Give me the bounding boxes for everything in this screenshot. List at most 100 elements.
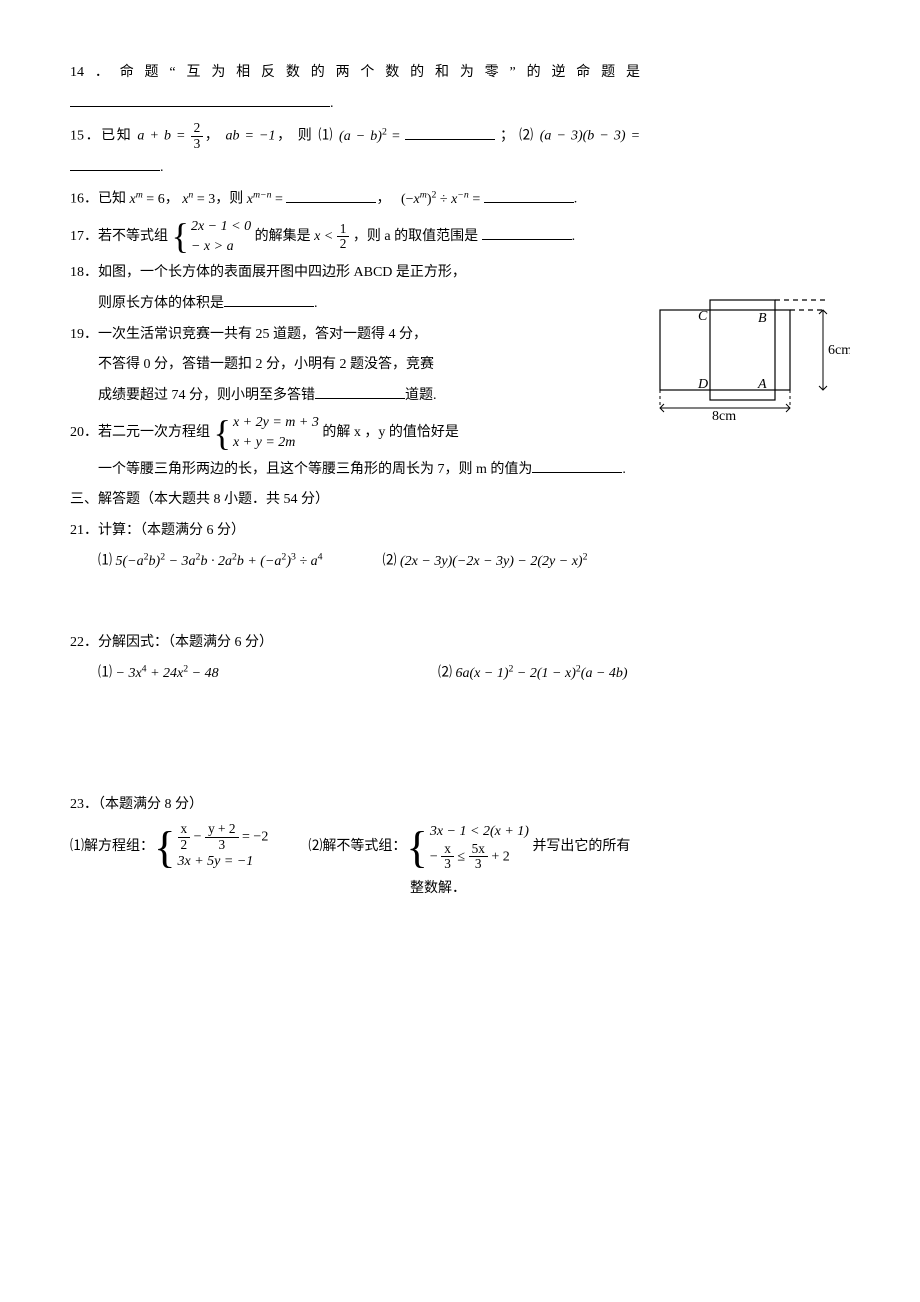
q16-c1: ，	[165, 192, 179, 207]
q16-negn: −n	[457, 189, 469, 200]
q19-blank	[315, 384, 405, 399]
q14-num: 14	[70, 65, 84, 80]
q14-line2: .	[70, 91, 850, 118]
q15-line1: 15．已知 a + b = 23， ab = −1， 则 ⑴ (a − b)2 …	[70, 121, 850, 151]
q15-blank2	[70, 156, 160, 171]
q22-p1: ⑴ − 3x4 + 24x2 − 48	[98, 660, 378, 687]
q16-paro: (−	[401, 192, 414, 207]
q16-eq2: = 3	[193, 192, 215, 207]
q16-eq1: = 6	[143, 192, 165, 207]
q16-m: m	[136, 189, 143, 200]
q23-p2-r2: − x3 ≤ 5x3 + 2	[430, 842, 529, 872]
q14-text: ．命题“互为相反数的两个数的和为零”的逆命题是	[84, 65, 640, 80]
q15-c1: ，	[203, 129, 220, 144]
q23-p2-lbl: ⑵解不等式组：	[308, 834, 406, 861]
q16-pre: ．已知	[84, 192, 130, 207]
q16-c2: ，则	[215, 192, 247, 207]
q17-r1: 2x − 1 < 0	[191, 217, 251, 237]
q15-expr1-base: (a − b)	[339, 129, 382, 144]
q19-num: 19	[70, 327, 84, 342]
q15-c2: ，	[276, 129, 293, 144]
q21-parts: ⑴ 5(−a2b)2 − 3a2b · 2a2b + (−a2)3 ÷ a4 ⑵…	[70, 548, 850, 575]
q15-absum: a + b =	[137, 129, 185, 144]
q16-blank2	[484, 188, 574, 203]
q16-c3: ，	[376, 192, 390, 207]
q15-absum-lhs: a + b =	[137, 129, 185, 144]
q16-eq4: =	[469, 192, 480, 207]
figure-cuboid-net: C B D A 6cm 8cm	[650, 290, 850, 431]
q16: 16．已知 xm = 6， xn = 3，则 xm−n = ， (−xm)2 ÷…	[70, 186, 850, 213]
q18-l2: 则原长方体的体积是	[98, 296, 224, 311]
q15-semi: ； ⑵	[500, 129, 535, 144]
q21-title: 21．计算：（本题满分 6 分）	[70, 518, 850, 545]
q23-p1-system: { x2 − y + 23 = −2 3x + 5y = −1	[154, 822, 268, 872]
q17-post: ，则 a 的取值范围是	[353, 229, 478, 244]
q20-system: { x + 2y = m + 3 x + y = 2m	[214, 413, 319, 452]
q15-pre: ．已知	[84, 129, 132, 144]
section-3-title: 三、解答题（本大题共 8 小题．共 54 分）	[70, 487, 850, 514]
q20-r1: x + 2y = m + 3	[233, 413, 319, 433]
label-D: D	[697, 377, 708, 392]
q17-system: { 2x − 1 < 0 − x > a	[172, 217, 252, 256]
q14-blank	[70, 92, 330, 107]
q21-num: 21	[70, 523, 84, 538]
q19-l3b: 道题.	[405, 388, 437, 403]
q23-title-text: ．（本题满分 8 分）	[84, 797, 203, 812]
q15-frac: 23	[191, 121, 204, 151]
q16-period: .	[574, 192, 578, 207]
q23-p2-r2-d2: 3	[469, 857, 488, 872]
q21-title-text: ．计算：（本题满分 6 分）	[84, 523, 245, 538]
q18-l1: ．如图，一个长方体的表面展开图中四边形 ABCD 是正方形，	[84, 265, 466, 280]
q19-l3a: 成绩要超过 74 分，则小明至多答错	[98, 388, 315, 403]
label-B: B	[758, 311, 767, 326]
cuboid-net-svg: C B D A 6cm 8cm	[650, 290, 850, 420]
label-8cm: 8cm	[712, 409, 736, 420]
q22-num: 22	[70, 635, 84, 650]
q23-p1-r2: 3x + 5y = −1	[178, 852, 269, 872]
q17-mid: 的解集是	[255, 229, 315, 244]
q15-expr1: (a − b)2 =	[339, 129, 400, 144]
q17-blank	[482, 225, 572, 240]
q16-num: 16	[70, 192, 84, 207]
label-C: C	[698, 309, 708, 324]
q17-xlt: x <	[314, 229, 333, 244]
q16-m2: m	[420, 189, 427, 200]
q22-parts: ⑴ − 3x4 + 24x2 − 48 ⑵ 6a(x − 1)2 − 2(1 −…	[70, 660, 850, 687]
q23-p1-r1-eq: = −2	[242, 829, 268, 844]
q23-p2-r2-n1: x	[441, 842, 454, 858]
q19-l2: 不答得 0 分，答错一题扣 2 分，小明有 2 题没答，竞赛	[98, 357, 434, 372]
label-6cm: 6cm	[828, 343, 850, 358]
q23-parts: ⑴解方程组： { x2 − y + 23 = −2 3x + 5y = −1 ⑵…	[70, 822, 850, 872]
q23-p2-tail: 并写出它的所有	[532, 834, 630, 861]
q20-line2: 一个等腰三角形两边的长，且这个等腰三角形的周长为 7，则 m 的值为.	[70, 457, 850, 484]
q20-mid: 的解 x ，y 的值恰好是	[322, 425, 459, 440]
q17-num: 17	[70, 229, 84, 244]
q23-p1-r1-n1: x	[178, 822, 191, 838]
q23-p2-r2-n2: 5x	[469, 842, 488, 858]
q17-pre: ．若不等式组	[84, 229, 168, 244]
q21-p1-lbl: ⑴	[98, 554, 112, 569]
q15-period: .	[160, 160, 164, 175]
q20-l2a: 一个等腰三角形两边的长，且这个等腰三角形的周长为 7，则 m 的值为	[98, 462, 532, 477]
q18-period: .	[314, 296, 318, 311]
q22-p2-lbl: ⑵	[438, 666, 452, 681]
q23-p2-r1: 3x − 1 < 2(x + 1)	[430, 822, 529, 842]
q23-p1-r1-d1: 2	[178, 838, 191, 853]
q20-period: .	[622, 462, 626, 477]
q22-p1-lbl: ⑴	[98, 666, 112, 681]
q23-p1: ⑴解方程组： { x2 − y + 23 = −2 3x + 5y = −1	[70, 822, 268, 872]
q23-p2: ⑵解不等式组： { 3x − 1 < 2(x + 1) − x3 ≤ 5x3 +…	[308, 822, 630, 872]
q20-num: 20	[70, 425, 84, 440]
q23-p1-r1: x2 − y + 23 = −2	[178, 822, 269, 852]
q22-title: 22．分解因式：（本题满分 6 分）	[70, 630, 850, 657]
q23-p1-r1-d2: 3	[205, 838, 238, 853]
q16-div: ÷	[436, 192, 451, 207]
q22-p2: ⑵ 6a(x − 1)2 − 2(1 − x)2(a − 4b)	[438, 660, 628, 687]
q17: 17．若不等式组 { 2x − 1 < 0 − x > a 的解集是 x < 1…	[70, 217, 850, 256]
q23-p2-tail2: 整数解．	[410, 881, 466, 896]
q17-frac-d: 2	[337, 237, 350, 252]
q17-frac-n: 1	[337, 222, 350, 238]
q14-period: .	[330, 96, 334, 111]
q15-abprod: ab = −1	[225, 129, 275, 144]
q23-p1-lbl: ⑴解方程组：	[70, 834, 154, 861]
